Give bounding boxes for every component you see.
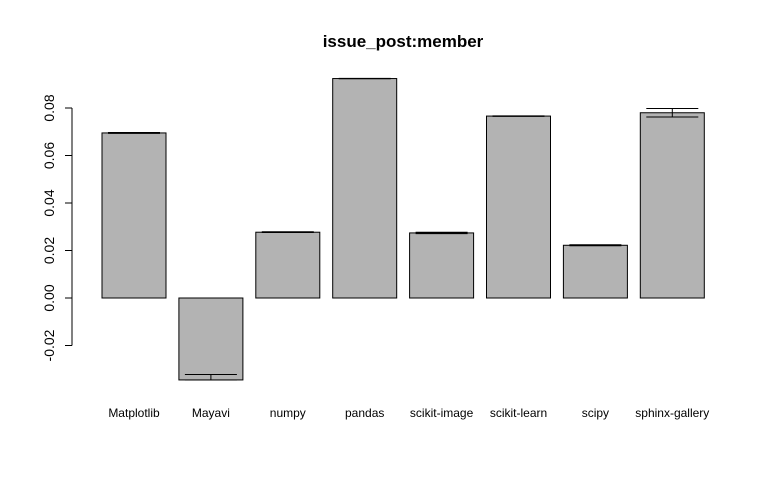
y-axis: -0.02 0.00 0.02 0.04 0.06 0.08 — [41, 94, 73, 361]
x-tick-label-scipy: scipy — [582, 406, 609, 420]
bar-numpy — [255, 231, 321, 299]
bar-matplotlib — [101, 132, 167, 299]
bar-mayavi — [178, 297, 244, 381]
y-tick-label: -0.02 — [41, 329, 57, 361]
error-bar-scipy — [569, 244, 622, 247]
bar-scipy — [562, 244, 628, 299]
bar-sphinx-gallery — [639, 112, 705, 299]
error-bar-sphinx-gallery — [646, 107, 699, 118]
x-tick-label-scikit-learn: scikit-learn — [490, 406, 547, 420]
error-bar-matplotlib — [108, 131, 160, 134]
y-tick-label: 0.04 — [41, 189, 57, 216]
x-axis-labels: Matplotlib Mayavi numpy pandas scikit-image s… — [108, 406, 709, 420]
x-tick-label-sphinx-gallery: sphinx-gallery — [635, 406, 709, 420]
y-tick-label: 0.02 — [41, 237, 57, 264]
error-bar-numpy — [261, 231, 314, 233]
x-tick-label-pandas: pandas — [345, 406, 384, 420]
y-tick-label: 0.00 — [41, 284, 57, 311]
bars-group — [101, 78, 705, 381]
bar-scikit-image — [409, 232, 475, 299]
y-tick-label: 0.06 — [41, 142, 57, 169]
bar-pandas — [332, 78, 398, 299]
error-bar-mayavi — [184, 373, 237, 381]
x-tick-label-scikit-image: scikit-image — [410, 406, 474, 420]
bar-scikit-learn — [486, 115, 551, 299]
y-tick-label: 0.08 — [41, 94, 57, 121]
x-tick-label-mayavi: Mayavi — [192, 406, 230, 420]
x-tick-label-numpy: numpy — [270, 406, 306, 420]
error-bar-scikit-image — [415, 231, 468, 235]
x-tick-label-matplotlib: Matplotlib — [108, 406, 160, 420]
chart-title: issue_post:member — [323, 32, 484, 51]
error-bars-group — [108, 77, 699, 381]
